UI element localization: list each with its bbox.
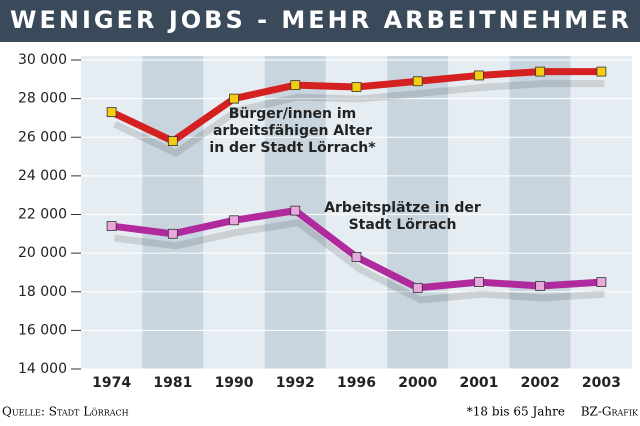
x-tick-label: 2002 [521,375,560,391]
point-marker [290,205,301,216]
point-marker [351,82,362,92]
point-marker [474,277,484,287]
title-bar [0,0,640,42]
point-marker [596,66,607,77]
source: Quelle: Stadt Lörrach [2,405,129,419]
point-marker [167,228,178,239]
x-tick-label: 2000 [398,375,437,391]
x-tick-label: 1996 [337,375,376,391]
y-tick-label: 26 000 [18,129,67,145]
footnote: *18 bis 65 Jahre [467,405,565,419]
point-marker [535,66,546,77]
column-band [142,56,204,369]
point-marker [412,76,423,87]
y-tick-label: 16 000 [18,322,67,338]
x-tick-label: 1974 [92,375,131,391]
point-marker [412,282,423,293]
x-tick-label: 2003 [582,375,621,391]
x-tick-label: 1981 [153,375,192,391]
y-tick-label: 24 000 [18,168,67,184]
line-shadow [113,80,605,158]
legend-entry: Arbeitsplätze in der Stadt Lörrach [324,200,481,233]
column-band [81,56,143,369]
point-marker [229,215,239,226]
y-tick-label: 20 000 [18,245,67,261]
y-tick-label: 22 000 [18,207,67,223]
x-tick-label: 2001 [459,375,498,391]
column-band [387,56,449,369]
credit: BZ-Grafik [581,405,639,419]
point-marker [167,136,178,147]
point-marker [290,80,301,91]
point-marker [474,70,484,81]
column-band [448,56,510,369]
x-tick-label: 1992 [276,375,315,391]
y-tick-label: 18 000 [18,284,67,300]
column-band [509,56,571,369]
y-tick-label: 28 000 [18,91,67,107]
point-marker [106,221,117,231]
point-marker [535,281,546,291]
x-tick-label: 1990 [215,375,254,391]
y-tick-label: 30 000 [18,52,67,68]
point-marker [351,252,362,262]
y-tick-label: 14 000 [18,361,67,377]
column-band [325,56,388,369]
chart-title: WENIGER JOBS - MEHR ARBEITNEHMER [10,6,632,34]
line-shadow [114,218,605,304]
column-band [203,56,265,369]
column-band [570,56,632,369]
legend-entry: Bürger/innen im arbeitsfähigen Alter in … [209,106,376,156]
point-marker [596,277,607,287]
point-marker [106,107,117,118]
point-marker [229,93,239,104]
